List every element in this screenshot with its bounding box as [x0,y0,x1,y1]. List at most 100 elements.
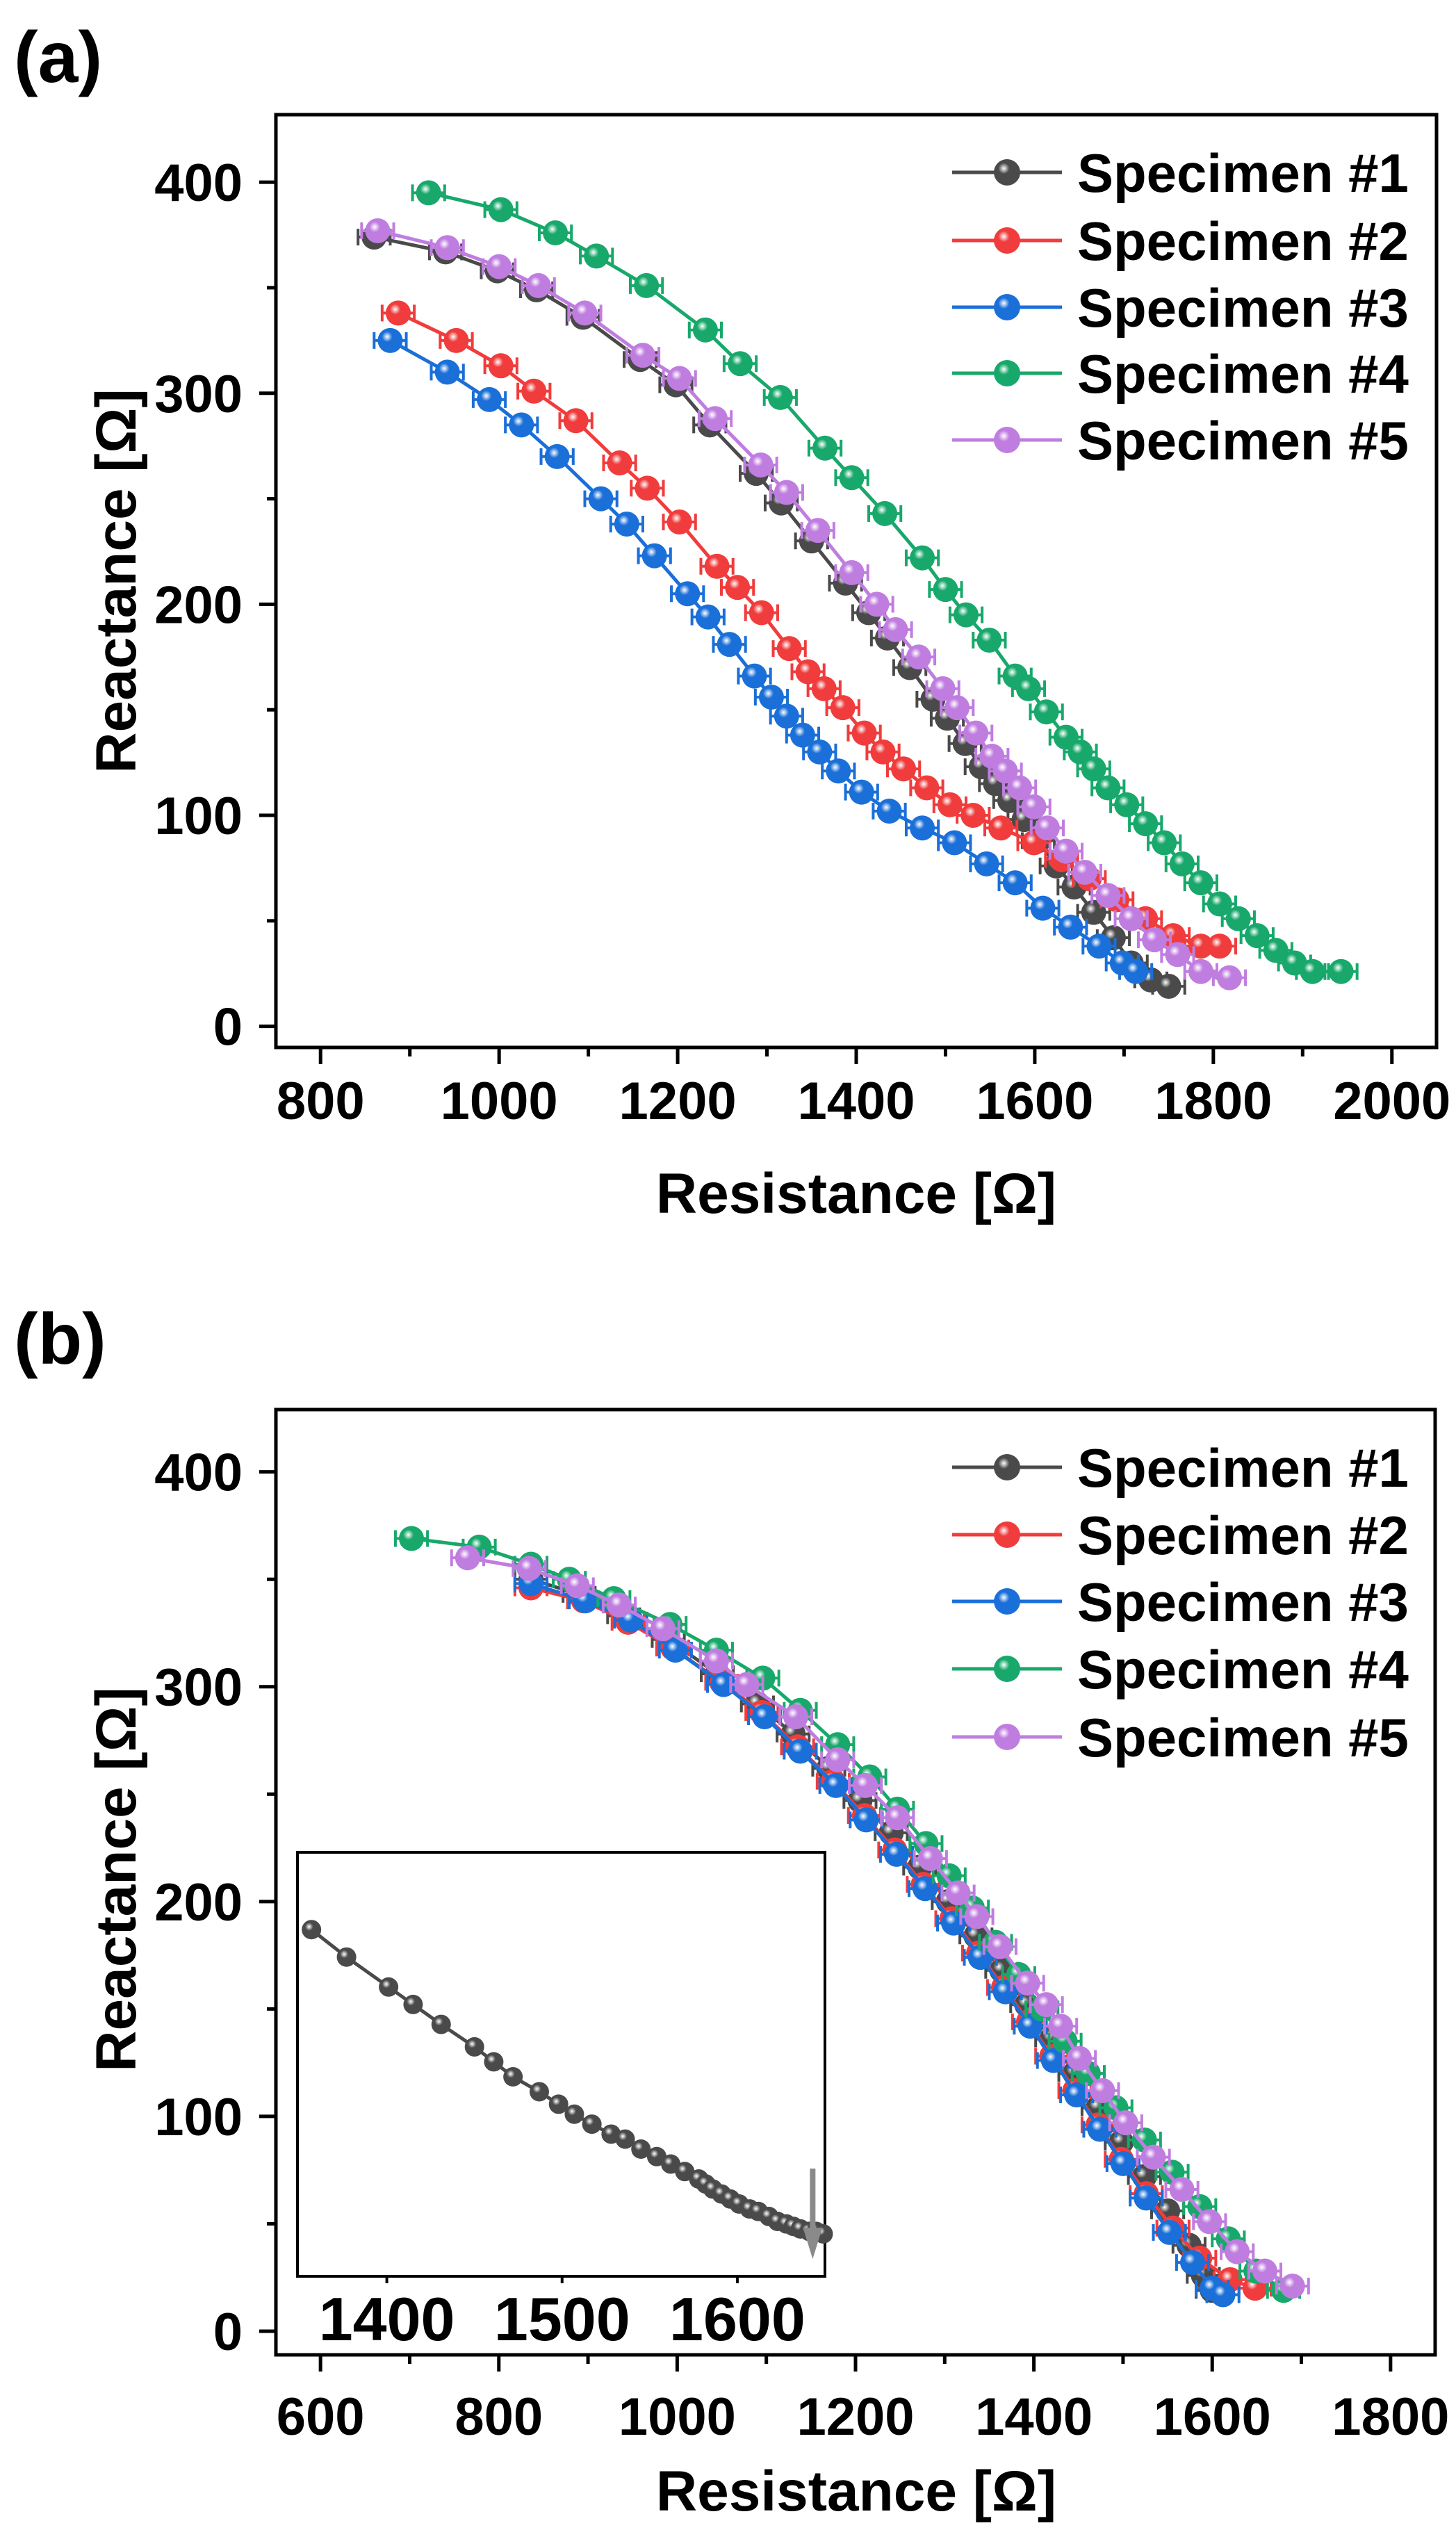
data-point [891,756,917,782]
data-point [704,553,730,579]
legend-label: Specimen #1 [1077,1437,1409,1499]
x-tick-label: 1600 [976,1072,1093,1131]
data-point [1068,739,1093,765]
data-point [1015,676,1041,701]
data-point [582,2114,602,2135]
panel-0: (a) 800 1000 1200 1400 1600 1800 2000 0 100 200 300… [14,17,1450,1225]
data-point [839,465,865,491]
legend-label: Specimen #4 [1077,1639,1409,1700]
data-point [1007,775,1033,801]
data-point [695,604,721,630]
data-point [1225,2239,1250,2264]
x-axis-title: Resistance [Ω] [656,1162,1056,1225]
x-tick-label: 1600 [1154,2388,1271,2447]
data-point [1033,699,1059,725]
data-point [1064,2082,1090,2107]
data-point [976,628,1002,653]
data-point [1244,923,1270,949]
data-point [606,1592,632,1618]
data-point [544,443,570,469]
data-point [795,659,821,685]
legend-item: Specimen #4 [952,1639,1409,1700]
data-point [1263,938,1289,963]
data-point [607,450,632,475]
data-point [1252,2258,1277,2284]
legend-marker [994,1521,1020,1548]
data-point [1058,914,1083,940]
data-point [1328,958,1354,984]
x-tick-label: 1400 [797,1072,915,1131]
x-axis-title: Resistance [Ω] [656,2460,1056,2523]
legend-item: Specimen #1 [952,142,1409,204]
x-tick-label: 1000 [619,2388,736,2447]
y-tick-label: 100 [154,787,243,846]
data-point [1034,815,1060,841]
data-point [1021,794,1047,819]
data-point [416,180,441,206]
panel-label: (a) [14,17,102,98]
series-specimen-5 [360,218,1248,990]
data-point [399,1526,425,1551]
plot-area [393,1526,1310,2308]
data-point [812,435,838,461]
inset-x-tick-label: 1600 [669,2285,805,2353]
data-point [377,327,403,353]
data-point [1072,859,1097,885]
data-point [1300,958,1325,984]
data-point [917,1846,943,1871]
y-tick-label: 400 [154,154,243,213]
plot-area [357,180,1359,999]
data-point [742,663,767,689]
legend-marker [994,1724,1020,1750]
data-point [484,2052,504,2072]
data-point [1134,2185,1159,2211]
data-point [1053,838,1079,864]
data-point [853,1772,878,1798]
data-point [488,197,514,222]
data-point [944,695,970,721]
data-point [1142,927,1168,953]
data-point [431,2014,451,2034]
legend-item: Specimen #5 [952,410,1409,471]
arrow-head-icon [803,2228,823,2259]
data-point [1081,756,1106,782]
data-point [615,2129,635,2149]
legend-item: Specimen #2 [952,211,1409,272]
data-point [1048,2014,1074,2039]
data-point [987,1934,1013,1959]
data-point [1113,2110,1138,2136]
inset: 1400 1500 1600 [296,1851,833,2353]
data-point [1165,942,1191,968]
data-point [774,480,799,505]
data-point [584,243,610,269]
data-point [477,386,502,412]
data-point [525,272,551,298]
legend-label: Specimen #5 [1077,410,1409,471]
data-point [774,703,799,729]
y-tick-label: 300 [154,365,243,424]
legend-item: Specimen #2 [952,1505,1409,1566]
data-point [864,591,890,617]
data-point [752,1704,778,1729]
x-tick-label: 600 [277,2388,365,2447]
data-point [379,1977,399,1997]
data-point [564,1573,590,1599]
data-point [807,739,833,765]
legend-item: Specimen #5 [952,1707,1409,1768]
data-point [641,543,667,569]
data-point [443,327,469,353]
data-point [1030,895,1056,921]
legend-item: Specimen #3 [952,1572,1409,1633]
x-tick-label: 800 [455,2388,543,2447]
data-point [486,254,512,279]
legend-marker [994,294,1020,320]
data-point [548,2094,569,2114]
y-tick-label: 200 [154,1873,243,1932]
data-point [662,1638,688,1663]
data-point [650,1616,676,1642]
legend-label: Specimen #2 [1077,1505,1409,1566]
data-point [734,1672,760,1697]
data-point [675,581,701,607]
data-point [787,1738,813,1764]
data-point [914,775,940,801]
